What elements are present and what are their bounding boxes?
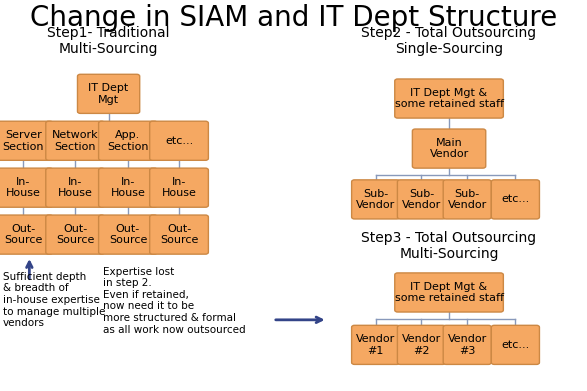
FancyBboxPatch shape [491,325,539,364]
Text: etc...: etc... [501,194,529,204]
Text: Vendor
#3: Vendor #3 [448,334,487,356]
Text: In-
House: In- House [161,177,197,199]
FancyBboxPatch shape [46,168,104,207]
Text: Network
Section: Network Section [52,130,99,152]
Text: App.
Section: App. Section [107,130,149,152]
FancyBboxPatch shape [99,215,157,254]
Text: Change in SIAM and IT Dept Structure: Change in SIAM and IT Dept Structure [30,4,557,32]
Text: Main
Vendor: Main Vendor [430,138,468,160]
Text: In-
House: In- House [58,177,93,199]
FancyBboxPatch shape [46,121,104,160]
Text: Out-
Source: Out- Source [109,224,147,246]
Text: Step3 - Total Outsourcing
Multi-Sourcing: Step3 - Total Outsourcing Multi-Sourcing [362,231,537,262]
FancyBboxPatch shape [99,121,157,160]
FancyBboxPatch shape [443,325,491,364]
FancyBboxPatch shape [412,129,486,168]
Text: Out-
Source: Out- Source [4,224,43,246]
Text: IT Dept
Mgt: IT Dept Mgt [89,83,129,105]
Text: Sub-
Vendor: Sub- Vendor [402,188,441,210]
Text: IT Dept Mgt &
some retained staff: IT Dept Mgt & some retained staff [394,88,504,109]
FancyBboxPatch shape [394,79,503,118]
FancyBboxPatch shape [0,215,53,254]
FancyBboxPatch shape [394,273,503,312]
FancyBboxPatch shape [77,74,140,113]
FancyBboxPatch shape [352,325,400,364]
Text: Sufficient depth
& breadth of
in-house expertise
to manage multiple
vendors: Sufficient depth & breadth of in-house e… [3,272,105,328]
FancyBboxPatch shape [46,215,104,254]
FancyBboxPatch shape [443,180,491,219]
FancyBboxPatch shape [150,121,208,160]
Text: etc...: etc... [501,340,529,350]
FancyBboxPatch shape [0,168,53,207]
Text: Out-
Source: Out- Source [56,224,95,246]
FancyBboxPatch shape [491,180,539,219]
Text: Sub-
Vendor: Sub- Vendor [448,188,487,210]
Text: Step2 - Total Outsourcing
Single-Sourcing: Step2 - Total Outsourcing Single-Sourcin… [362,26,537,56]
Text: Sub-
Vendor: Sub- Vendor [356,188,395,210]
FancyBboxPatch shape [352,180,400,219]
Text: etc...: etc... [165,136,193,146]
Text: In-
House: In- House [110,177,146,199]
FancyBboxPatch shape [0,121,53,160]
FancyBboxPatch shape [150,168,208,207]
Text: IT Dept Mgt &
some retained staff: IT Dept Mgt & some retained staff [394,282,504,303]
Text: Server
Section: Server Section [3,130,44,152]
Text: Out-
Source: Out- Source [160,224,198,246]
FancyBboxPatch shape [397,325,446,364]
FancyBboxPatch shape [150,215,208,254]
Text: Vendor
#1: Vendor #1 [356,334,395,356]
Text: Expertise lost
in step 2.
Even if retained,
now need it to be
more structured & : Expertise lost in step 2. Even if retain… [103,267,245,335]
Text: Step1- Traditional
Multi-Sourcing: Step1- Traditional Multi-Sourcing [48,26,170,56]
Text: Vendor
#2: Vendor #2 [402,334,441,356]
FancyBboxPatch shape [397,180,446,219]
Text: In-
House: In- House [6,177,41,199]
FancyBboxPatch shape [99,168,157,207]
